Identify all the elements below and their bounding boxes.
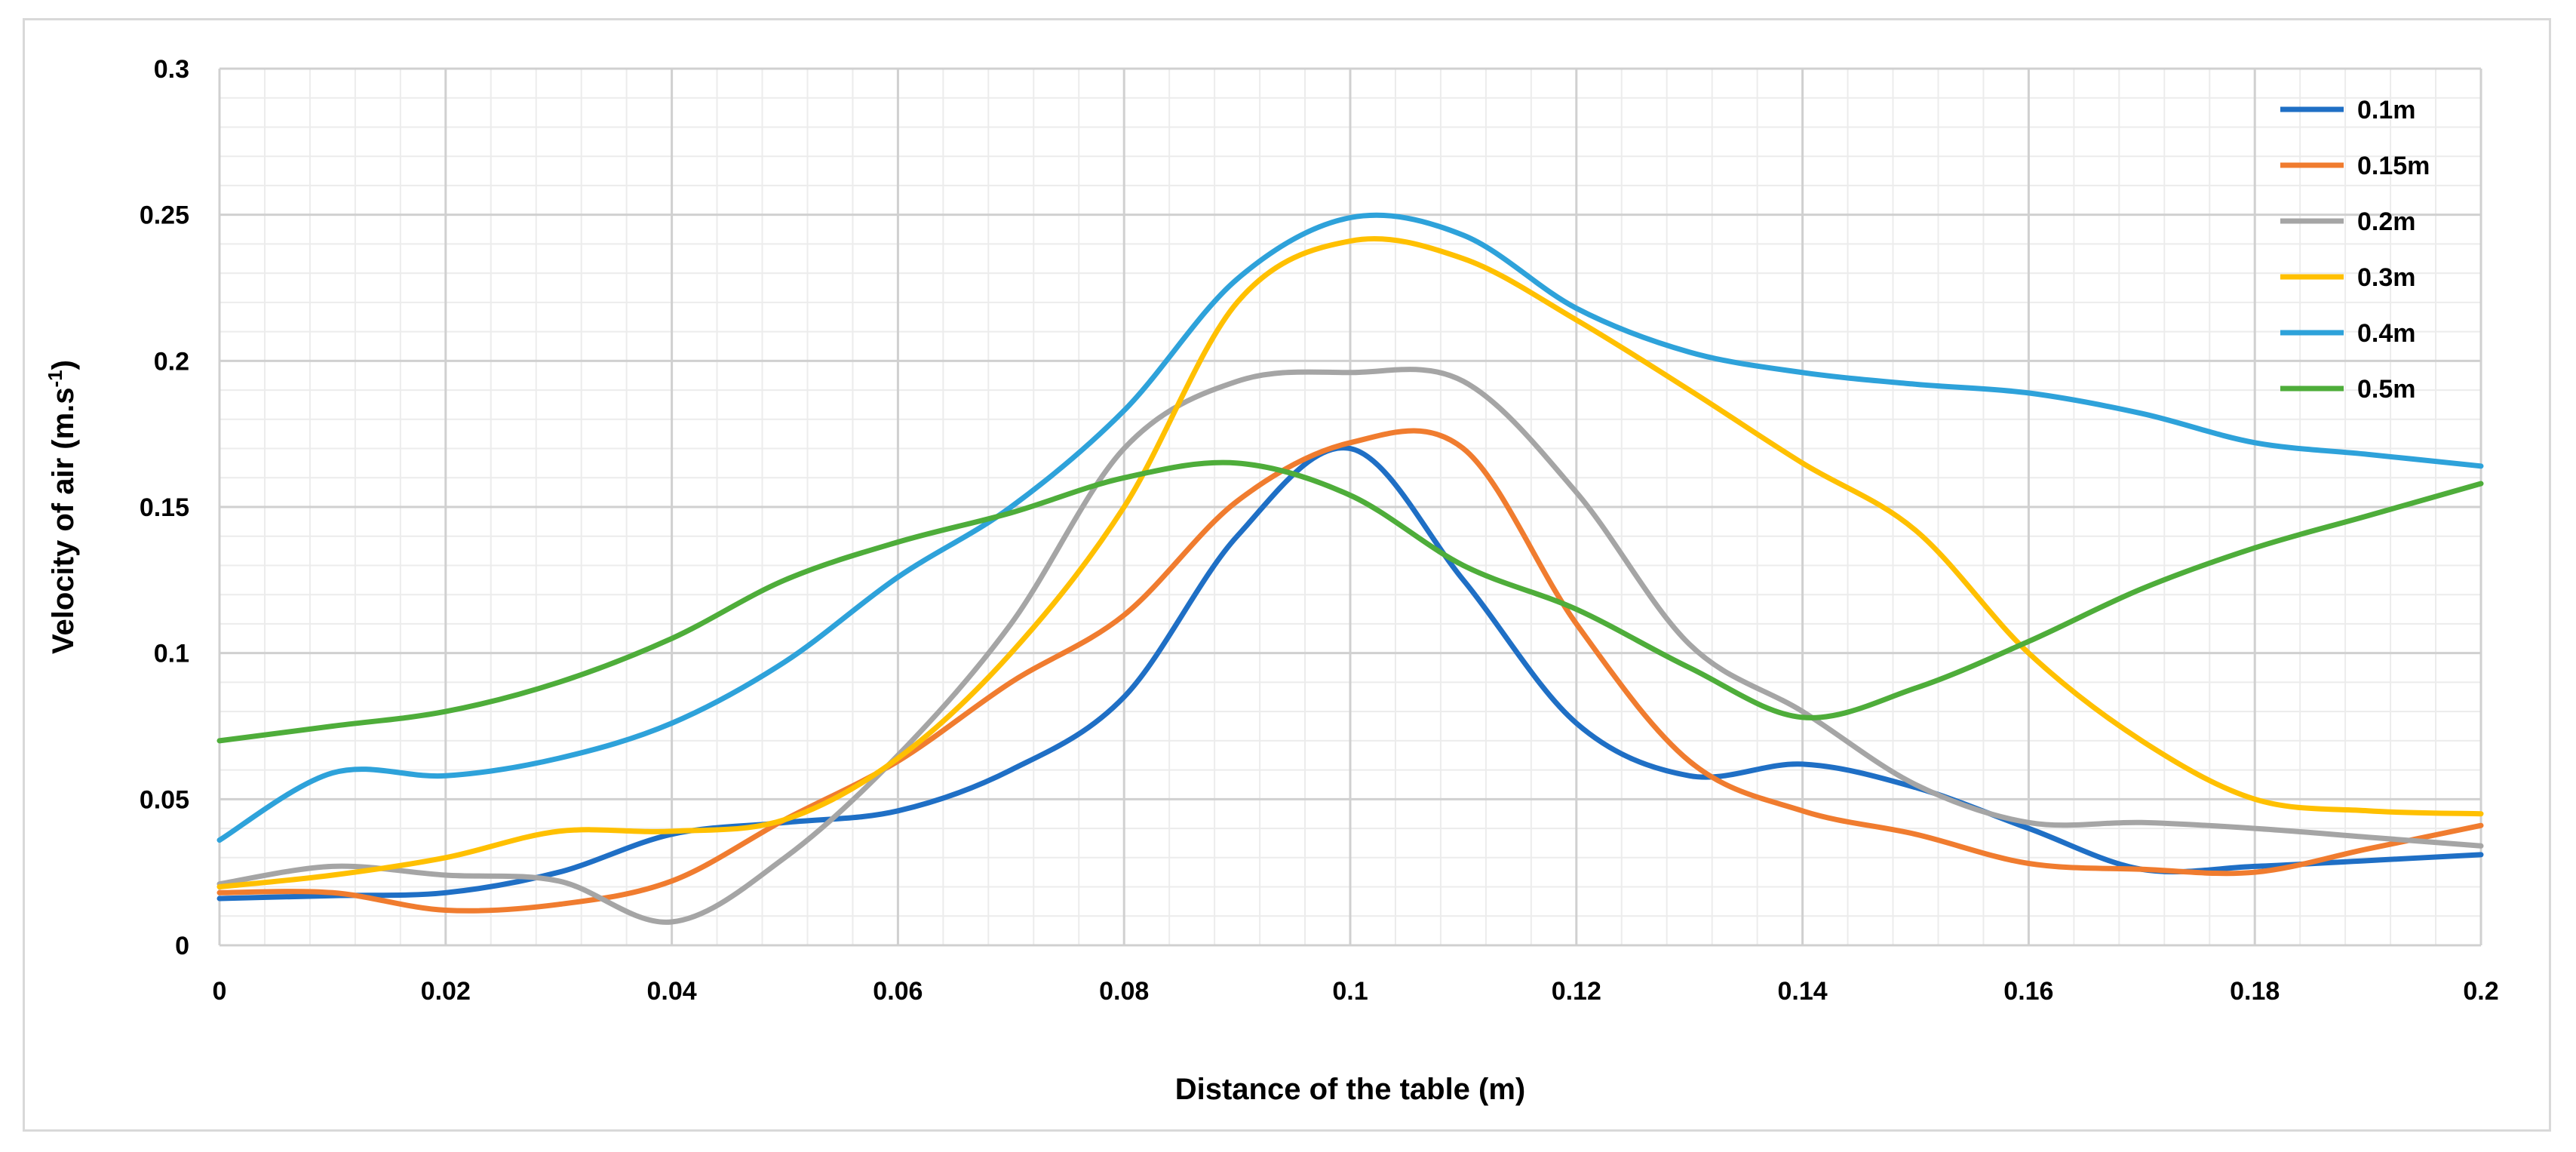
- major-grid: [218, 67, 2482, 947]
- x-axis-title: Distance of the table (m): [1175, 1073, 1526, 1106]
- legend-label-0-2m: 0.2m: [2357, 207, 2416, 236]
- y-tick-labels: 0 0.05 0.1 0.15 0.2 0.25 0.3: [140, 55, 189, 960]
- series-lines: [216, 212, 2484, 925]
- y-tick-label: 0.1: [154, 640, 189, 668]
- y-tick-label: 0: [175, 932, 189, 960]
- y-tick-label: 0.3: [154, 55, 189, 84]
- y-axis-title: Velocity of air (m.s-1): [44, 360, 80, 654]
- x-tick-label: 0.1: [1332, 977, 1368, 1006]
- series-line-0-4m: [216, 212, 2484, 843]
- x-tick-label: 0.12: [1552, 977, 1601, 1006]
- series-line-0-15m: [216, 428, 2484, 914]
- x-tick-labels: 0 0.02 0.04 0.06 0.08 0.1 0.12 0.14 0.16 0.18 0.2: [213, 977, 2499, 1006]
- legend-label-0-15m: 0.15m: [2357, 152, 2430, 180]
- y-axis-title-end: ): [47, 360, 80, 370]
- x-tick-label: 0.02: [421, 977, 471, 1006]
- x-tick-label: 0.14: [1778, 977, 1828, 1006]
- series-line-0-1m: [216, 445, 2484, 902]
- x-tick-label: 0.16: [2003, 977, 2053, 1006]
- legend-label-0-3m: 0.3m: [2357, 263, 2416, 292]
- legend: 0.1m 0.15m 0.2m 0.3m 0.4m 0.5m: [2280, 96, 2430, 404]
- x-tick-label: 0.2: [2463, 977, 2498, 1006]
- y-axis-title-main: Velocity of air (m.s: [47, 387, 80, 653]
- y-tick-label: 0.05: [140, 785, 189, 814]
- y-axis-title-superscript: -1: [44, 370, 66, 387]
- x-tick-label: 0: [213, 977, 227, 1006]
- legend-label-0-4m: 0.4m: [2357, 319, 2416, 348]
- chart: 0 0.02 0.04 0.06 0.08 0.1 0.12 0.14 0.16 0.18 0.2 …: [44, 55, 2499, 1106]
- x-tick-label: 0.06: [873, 977, 923, 1006]
- legend-label-0-1m: 0.1m: [2357, 96, 2416, 124]
- series-line-0-3m: [216, 236, 2484, 889]
- x-tick-label: 0.04: [647, 977, 697, 1006]
- chart-frame: 0 0.02 0.04 0.06 0.08 0.1 0.12 0.14 0.16 0.18 0.2 …: [23, 18, 2551, 1132]
- series-line-0-5m: [216, 459, 2484, 744]
- x-tick-label: 0.18: [2230, 977, 2280, 1006]
- y-tick-label: 0.2: [154, 347, 189, 376]
- y-tick-label: 0.25: [140, 201, 189, 230]
- series-line-0-2m: [216, 367, 2484, 925]
- legend-label-0-5m: 0.5m: [2357, 375, 2416, 404]
- y-tick-label: 0.15: [140, 493, 189, 522]
- x-tick-label: 0.08: [1099, 977, 1149, 1006]
